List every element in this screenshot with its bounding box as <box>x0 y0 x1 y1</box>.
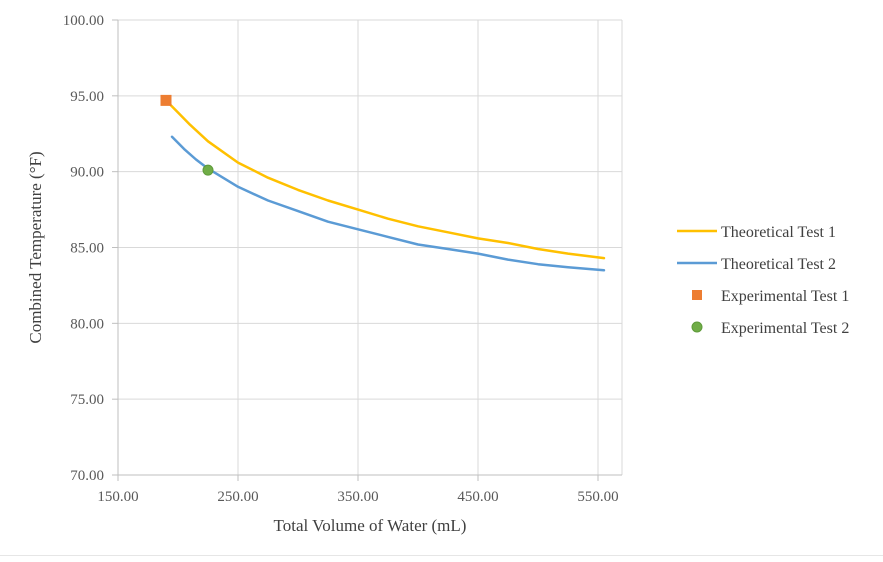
legend-swatch-circle <box>691 321 703 333</box>
plot-series <box>160 94 606 272</box>
series-line-1 <box>164 99 606 260</box>
x-tick-label: 250.00 <box>217 489 258 505</box>
series-line-2 <box>170 135 606 272</box>
x-axis-title: Total Volume of Water (mL) <box>274 516 467 535</box>
experimental-point-square <box>160 94 172 106</box>
y-tick-label: 85.00 <box>70 241 104 257</box>
y-tick-label: 100.00 <box>63 13 104 29</box>
experimental-point-circle <box>202 164 214 176</box>
y-tick-label: 95.00 <box>70 89 104 105</box>
gridlines <box>118 19 623 476</box>
legend-label: Experimental Test 2 <box>721 320 849 337</box>
y-tick-label: 90.00 <box>70 165 104 181</box>
x-tick-label: 150.00 <box>97 489 138 505</box>
legend: Theoretical Test 1 Theoretical Test 2 Expe… <box>677 224 849 337</box>
x-tick-label: 450.00 <box>457 489 498 505</box>
x-tick-label: 350.00 <box>337 489 378 505</box>
y-tick-label: 75.00 <box>70 392 104 408</box>
y-axis-ticks: 70.00 75.00 80.00 85.00 90.00 95.00 100.00 <box>63 13 104 484</box>
x-tick-label: 550.00 <box>577 489 618 505</box>
y-axis-title: Combined Temperature (°F) <box>26 151 45 343</box>
legend-label: Theoretical Test 2 <box>721 256 836 273</box>
legend-label: Theoretical Test 1 <box>721 224 836 241</box>
axes <box>112 19 622 481</box>
x-axis-ticks: 150.00 250.00 350.00 450.00 550.00 <box>97 489 618 505</box>
bottom-divider <box>0 555 883 556</box>
y-tick-label: 80.00 <box>70 316 104 332</box>
y-tick-label: 70.00 <box>70 468 104 484</box>
legend-label: Experimental Test 1 <box>721 288 849 305</box>
legend-swatch-square <box>692 290 702 300</box>
